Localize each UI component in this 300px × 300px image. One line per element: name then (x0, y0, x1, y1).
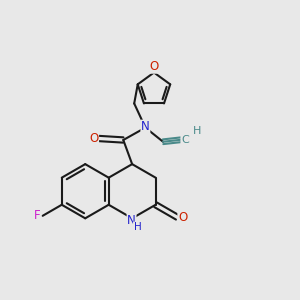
Text: O: O (89, 132, 98, 145)
Text: N: N (127, 214, 136, 226)
Text: O: O (149, 60, 159, 73)
Text: H: H (134, 222, 141, 232)
Text: F: F (34, 209, 41, 222)
Text: H: H (193, 126, 202, 136)
Text: N: N (141, 120, 150, 133)
Text: O: O (178, 211, 187, 224)
Text: C: C (181, 135, 189, 145)
